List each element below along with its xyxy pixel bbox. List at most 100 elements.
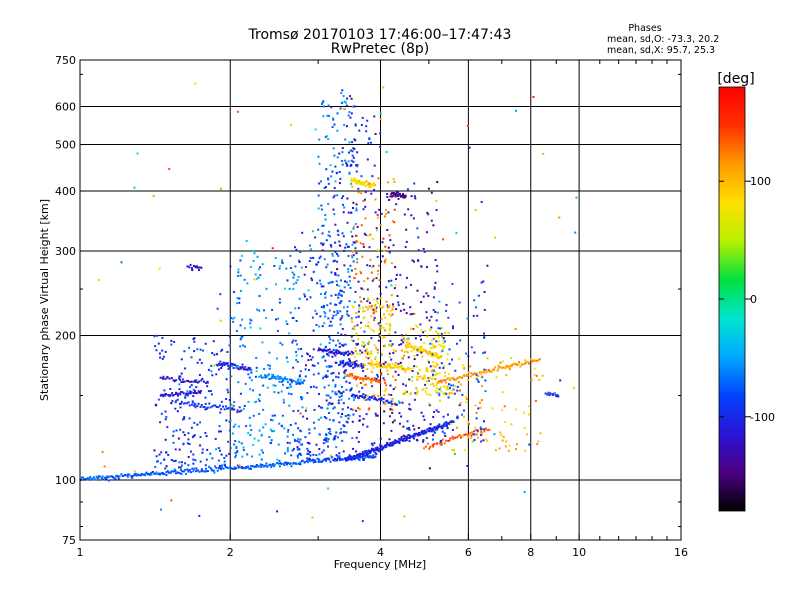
data-point (322, 355, 325, 358)
data-point (336, 349, 339, 352)
data-point (117, 477, 120, 480)
data-point (406, 337, 409, 340)
data-point (187, 392, 190, 395)
data-point (325, 350, 328, 352)
data-point (369, 378, 372, 381)
data-point (447, 393, 450, 396)
data-point (165, 451, 168, 454)
data-point (297, 275, 300, 278)
data-point (370, 352, 373, 355)
data-point (219, 449, 221, 452)
data-point (101, 475, 104, 478)
data-point (295, 351, 298, 353)
data-point (360, 455, 363, 458)
data-point (315, 263, 318, 266)
data-point (334, 457, 337, 460)
data-point (337, 339, 340, 342)
data-point (331, 280, 334, 283)
data-point (349, 286, 352, 289)
data-point (368, 137, 371, 140)
data-point (432, 384, 435, 387)
data-point (337, 390, 340, 393)
data-point (242, 449, 245, 451)
data-point (355, 312, 358, 314)
phases-line-x: mean, sd,X: 95.7, 25.3 (607, 45, 715, 56)
data-point (324, 359, 327, 362)
data-point (383, 410, 386, 413)
data-point (388, 438, 391, 441)
data-point (428, 404, 431, 407)
data-point (324, 457, 327, 460)
data-point (362, 454, 365, 457)
data-point (174, 393, 177, 396)
data-point (238, 464, 241, 467)
data-point (373, 189, 376, 191)
data-point (374, 447, 377, 450)
data-point (339, 363, 342, 366)
data-point (310, 386, 312, 389)
data-point (352, 241, 355, 244)
data-point (298, 382, 301, 385)
data-point (306, 447, 309, 450)
data-point (389, 239, 392, 242)
data-point (249, 326, 252, 329)
data-point (342, 95, 345, 97)
data-point (475, 377, 478, 380)
data-point (368, 340, 370, 343)
data-point (341, 151, 344, 154)
data-point (433, 426, 436, 429)
data-point (341, 408, 344, 411)
data-point (339, 107, 342, 110)
data-point (327, 182, 330, 185)
data-point (431, 370, 433, 373)
data-point (272, 463, 274, 466)
data-point (118, 475, 121, 478)
data-point (393, 221, 396, 224)
data-point (328, 342, 331, 344)
data-point (505, 440, 508, 443)
data-point (428, 402, 431, 405)
data-point (344, 100, 346, 103)
data-point (366, 454, 369, 457)
data-point (323, 438, 326, 441)
data-point (403, 515, 406, 518)
data-point (385, 151, 388, 153)
data-point (184, 468, 187, 471)
data-point (456, 436, 458, 439)
data-point (133, 186, 136, 189)
data-point (300, 266, 303, 269)
data-point (313, 364, 316, 367)
data-point (178, 375, 181, 378)
data-point (323, 310, 326, 313)
data-point (282, 379, 285, 382)
data-point (348, 397, 351, 400)
data-point (370, 359, 373, 362)
data-point (361, 396, 364, 399)
data-point (338, 152, 341, 155)
data-point (400, 436, 403, 439)
data-point (425, 351, 428, 354)
data-point (277, 391, 280, 394)
data-point (402, 302, 405, 305)
data-point (473, 351, 476, 354)
data-point (424, 390, 427, 393)
data-point (98, 475, 101, 478)
data-point (169, 394, 172, 396)
data-point (360, 175, 363, 178)
data-point (411, 313, 414, 315)
data-point (457, 376, 460, 379)
data-point (447, 388, 450, 390)
data-point (372, 298, 375, 301)
data-point (463, 409, 465, 412)
data-point (326, 114, 329, 117)
data-point (466, 436, 469, 439)
data-point (383, 344, 386, 347)
data-point (340, 395, 343, 397)
data-point (173, 468, 176, 471)
data-point (367, 142, 370, 145)
data-point (322, 224, 325, 227)
data-point (407, 434, 410, 436)
data-point (158, 473, 161, 476)
data-point (466, 374, 469, 377)
data-point (275, 283, 277, 286)
